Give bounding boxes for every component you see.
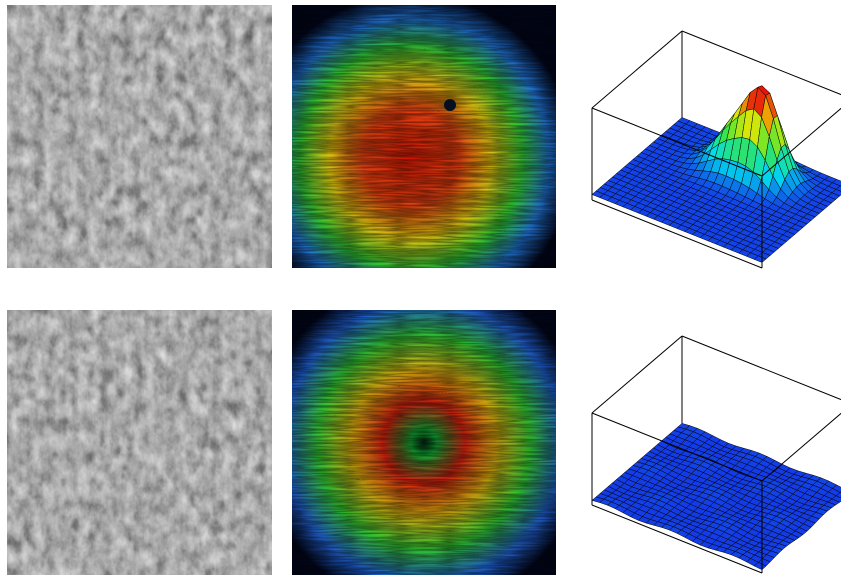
surface-plots	[591, 30, 841, 574]
surface-patch	[835, 185, 841, 192]
leopard-image	[7, 5, 272, 268]
box-edge	[591, 504, 763, 574]
box-edge	[591, 107, 763, 177]
box-edge	[591, 412, 763, 482]
flow-fields	[292, 5, 556, 575]
flow-streaks	[292, 5, 556, 268]
vortex	[444, 99, 456, 111]
surface-patch	[753, 255, 767, 263]
leopard-image	[7, 310, 272, 575]
surface-patch	[835, 492, 841, 499]
box-edge	[681, 30, 841, 96]
flow-streaks	[292, 310, 556, 575]
image-grayscale	[7, 5, 272, 575]
surface-patch	[753, 562, 767, 571]
box-edge	[681, 335, 841, 401]
box-edge	[591, 335, 683, 414]
box-edge	[761, 107, 841, 177]
box-edge	[591, 30, 683, 109]
box-edge	[761, 412, 841, 482]
box-edge	[591, 199, 763, 269]
